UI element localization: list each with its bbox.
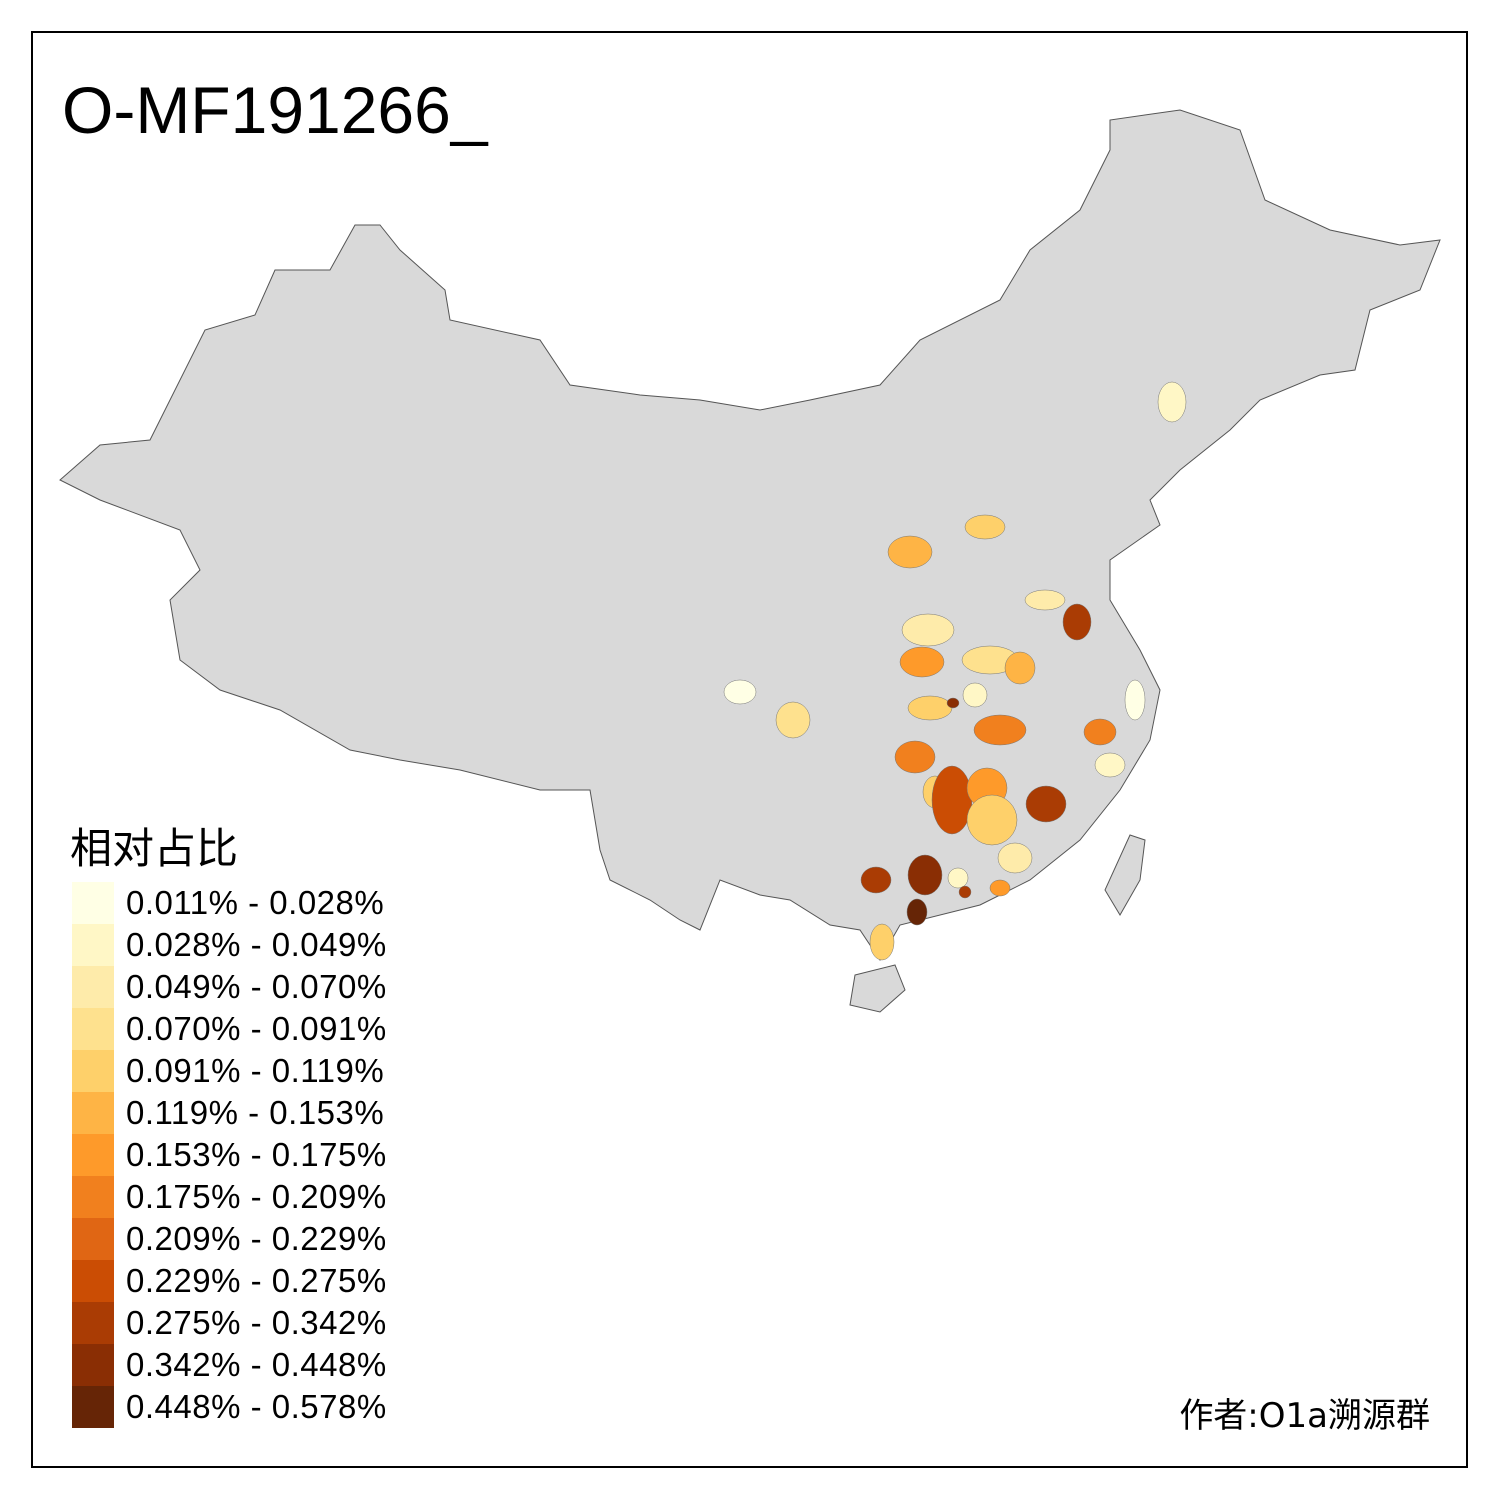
hainan bbox=[849, 964, 906, 1013]
legend-title: 相对占比 bbox=[70, 824, 239, 873]
china-outline bbox=[59, 109, 1441, 961]
legend-swatch bbox=[72, 1092, 114, 1134]
legend-item: 0.091% - 0.119% bbox=[72, 1050, 387, 1092]
region bbox=[958, 885, 972, 899]
legend-item: 0.229% - 0.275% bbox=[72, 1260, 387, 1302]
legend-label: 0.011% - 0.028% bbox=[126, 884, 385, 921]
region bbox=[1124, 679, 1146, 721]
legend-label: 0.209% - 0.229% bbox=[126, 1220, 387, 1257]
legend-label: 0.342% - 0.448% bbox=[126, 1346, 387, 1383]
legend-item: 0.275% - 0.342% bbox=[72, 1302, 387, 1344]
region bbox=[901, 613, 955, 647]
legend-label: 0.070% - 0.091% bbox=[126, 1010, 387, 1047]
legend-item: 0.119% - 0.153% bbox=[72, 1092, 387, 1134]
region bbox=[1024, 589, 1066, 611]
legend-item: 0.011% - 0.028% bbox=[72, 882, 387, 924]
legend-swatch bbox=[72, 1302, 114, 1344]
region bbox=[1157, 381, 1187, 423]
legend-swatch bbox=[72, 924, 114, 966]
legend-swatch bbox=[72, 1176, 114, 1218]
legend-swatch bbox=[72, 1134, 114, 1176]
colored-regions bbox=[723, 381, 1187, 961]
legend-swatch bbox=[72, 1386, 114, 1428]
legend-swatch bbox=[72, 882, 114, 924]
legend-label: 0.049% - 0.070% bbox=[126, 968, 387, 1005]
legend-swatch bbox=[72, 1218, 114, 1260]
region bbox=[973, 714, 1027, 746]
legend-item: 0.153% - 0.175% bbox=[72, 1134, 387, 1176]
map-title: O-MF191266_ bbox=[62, 73, 488, 147]
legend-swatch bbox=[72, 966, 114, 1008]
region bbox=[899, 646, 945, 678]
region bbox=[1025, 785, 1067, 823]
region bbox=[860, 866, 892, 894]
region bbox=[947, 867, 969, 889]
legend-label: 0.229% - 0.275% bbox=[126, 1262, 387, 1299]
region bbox=[907, 854, 943, 896]
region bbox=[869, 923, 895, 961]
legend-label: 0.153% - 0.175% bbox=[126, 1136, 387, 1173]
region bbox=[931, 765, 973, 835]
region bbox=[966, 794, 1018, 846]
legend: 0.011% - 0.028% 0.028% - 0.049% 0.049% - 0… bbox=[72, 882, 387, 1428]
region bbox=[723, 679, 757, 705]
legend-swatch bbox=[72, 1050, 114, 1092]
legend-label: 0.091% - 0.119% bbox=[126, 1052, 385, 1089]
legend-item: 0.070% - 0.091% bbox=[72, 1008, 387, 1050]
legend-item: 0.448% - 0.578% bbox=[72, 1386, 387, 1428]
taiwan bbox=[1104, 834, 1146, 916]
legend-label: 0.275% - 0.342% bbox=[126, 1304, 387, 1341]
region bbox=[1004, 651, 1036, 685]
legend-item: 0.342% - 0.448% bbox=[72, 1344, 387, 1386]
region bbox=[962, 682, 988, 708]
legend-swatch bbox=[72, 1008, 114, 1050]
region bbox=[946, 697, 960, 709]
legend-item: 0.175% - 0.209% bbox=[72, 1176, 387, 1218]
region bbox=[894, 740, 936, 774]
region bbox=[989, 879, 1011, 897]
legend-label: 0.448% - 0.578% bbox=[126, 1388, 387, 1425]
region bbox=[1083, 718, 1117, 746]
region bbox=[906, 898, 928, 926]
author-credit: 作者:O1a溯源群 bbox=[1179, 1396, 1430, 1436]
region bbox=[775, 701, 811, 739]
region bbox=[997, 842, 1033, 874]
region bbox=[1094, 752, 1126, 778]
legend-swatch bbox=[72, 1344, 114, 1386]
region bbox=[964, 514, 1006, 540]
legend-label: 0.175% - 0.209% bbox=[126, 1178, 387, 1215]
legend-item: 0.028% - 0.049% bbox=[72, 924, 387, 966]
region bbox=[1062, 603, 1092, 641]
legend-label: 0.119% - 0.153% bbox=[126, 1094, 385, 1131]
legend-label: 0.028% - 0.049% bbox=[126, 926, 387, 963]
legend-item: 0.209% - 0.229% bbox=[72, 1218, 387, 1260]
region bbox=[887, 535, 933, 569]
legend-item: 0.049% - 0.070% bbox=[72, 966, 387, 1008]
plot-frame bbox=[31, 31, 1468, 1468]
region bbox=[907, 695, 953, 721]
legend-swatch bbox=[72, 1260, 114, 1302]
